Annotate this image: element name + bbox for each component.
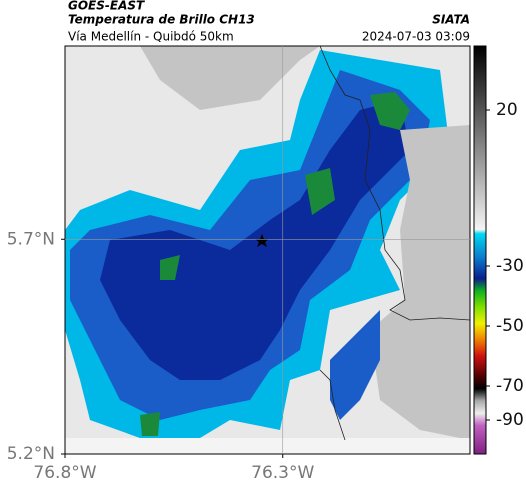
y-tick-label: 5.2°N — [7, 444, 55, 464]
subtitle: Vía Medellín - Quibdó 50km — [68, 30, 234, 44]
y-tick-label: 5.7°N — [7, 229, 55, 249]
x-tick-label: 76.3°W — [251, 463, 314, 483]
title: Temperatura de Brillo CH13 — [68, 13, 255, 27]
source: GOES-EAST — [68, 0, 145, 13]
datetime: 2024-07-03 03:09 — [362, 30, 470, 44]
colorbar-tick-label: -30 — [496, 256, 524, 276]
imagery — [65, 46, 470, 454]
colorbar-tick-label: -50 — [496, 316, 524, 336]
colorbar-tick-label: 20 — [496, 100, 518, 120]
colorbar — [473, 45, 487, 455]
org: SIATA — [432, 13, 470, 27]
colorbar-tick-label: -90 — [496, 410, 524, 430]
x-tick-label: 76.8°W — [33, 463, 96, 483]
colorbar-tick-label: -70 — [496, 376, 524, 396]
map-frame — [64, 45, 471, 455]
